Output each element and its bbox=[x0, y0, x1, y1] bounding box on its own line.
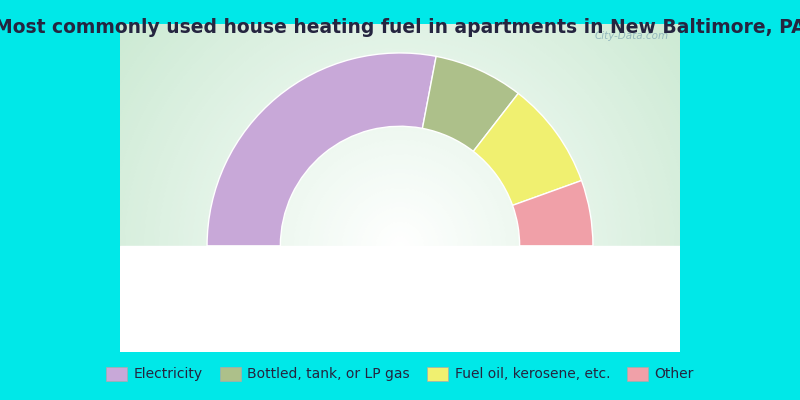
Circle shape bbox=[226, 72, 574, 400]
Circle shape bbox=[174, 19, 626, 400]
Circle shape bbox=[342, 188, 458, 304]
Circle shape bbox=[24, 0, 776, 400]
Circle shape bbox=[96, 0, 704, 400]
Circle shape bbox=[53, 0, 747, 400]
Circle shape bbox=[198, 43, 602, 400]
Circle shape bbox=[371, 217, 429, 275]
Circle shape bbox=[34, 0, 766, 400]
Circle shape bbox=[125, 0, 675, 400]
Circle shape bbox=[338, 183, 462, 308]
Circle shape bbox=[193, 38, 607, 400]
Circle shape bbox=[77, 0, 723, 400]
Circle shape bbox=[91, 0, 709, 400]
Circle shape bbox=[134, 0, 666, 400]
Wedge shape bbox=[513, 180, 593, 246]
Circle shape bbox=[395, 241, 405, 251]
Circle shape bbox=[289, 135, 511, 357]
Circle shape bbox=[86, 0, 714, 400]
Circle shape bbox=[303, 150, 497, 342]
Circle shape bbox=[106, 0, 694, 400]
Circle shape bbox=[390, 236, 410, 256]
Circle shape bbox=[82, 0, 718, 400]
Circle shape bbox=[323, 169, 477, 323]
Circle shape bbox=[139, 0, 661, 400]
Circle shape bbox=[347, 193, 453, 299]
Circle shape bbox=[62, 0, 738, 400]
Circle shape bbox=[212, 58, 588, 400]
Circle shape bbox=[67, 0, 733, 400]
Circle shape bbox=[169, 14, 631, 400]
Bar bbox=[120, 246, 680, 352]
Circle shape bbox=[284, 130, 516, 362]
Legend: Electricity, Bottled, tank, or LP gas, Fuel oil, kerosene, etc., Other: Electricity, Bottled, tank, or LP gas, F… bbox=[101, 361, 699, 387]
Circle shape bbox=[260, 106, 540, 386]
Wedge shape bbox=[422, 56, 518, 151]
Circle shape bbox=[274, 120, 526, 371]
Circle shape bbox=[164, 10, 636, 400]
Circle shape bbox=[14, 0, 786, 400]
Text: Most commonly used house heating fuel in apartments in New Baltimore, PA: Most commonly used house heating fuel in… bbox=[0, 18, 800, 37]
Circle shape bbox=[357, 202, 443, 289]
Circle shape bbox=[386, 232, 414, 260]
Circle shape bbox=[265, 111, 535, 381]
Circle shape bbox=[58, 0, 742, 400]
Circle shape bbox=[154, 0, 646, 400]
Circle shape bbox=[207, 53, 593, 400]
Circle shape bbox=[294, 140, 506, 352]
Circle shape bbox=[120, 0, 680, 400]
Circle shape bbox=[270, 116, 530, 376]
Circle shape bbox=[376, 222, 424, 270]
Circle shape bbox=[19, 0, 781, 400]
Circle shape bbox=[381, 226, 419, 265]
Circle shape bbox=[110, 0, 690, 400]
Circle shape bbox=[159, 5, 641, 400]
Circle shape bbox=[43, 0, 757, 400]
Circle shape bbox=[29, 0, 771, 400]
Circle shape bbox=[72, 0, 728, 400]
Circle shape bbox=[222, 68, 578, 400]
Circle shape bbox=[144, 0, 656, 400]
Circle shape bbox=[202, 48, 598, 400]
Circle shape bbox=[217, 62, 583, 400]
Circle shape bbox=[101, 0, 699, 400]
Circle shape bbox=[298, 144, 502, 347]
Circle shape bbox=[308, 154, 492, 338]
Circle shape bbox=[236, 82, 564, 400]
Circle shape bbox=[241, 87, 559, 400]
Text: City-Data.com: City-Data.com bbox=[594, 30, 669, 40]
Circle shape bbox=[352, 198, 448, 294]
Circle shape bbox=[313, 159, 487, 333]
Circle shape bbox=[250, 96, 550, 396]
Circle shape bbox=[48, 0, 752, 400]
Circle shape bbox=[130, 0, 670, 400]
Circle shape bbox=[333, 178, 467, 314]
Circle shape bbox=[38, 0, 762, 400]
Circle shape bbox=[255, 101, 545, 390]
Circle shape bbox=[178, 24, 622, 400]
Circle shape bbox=[328, 174, 472, 318]
Circle shape bbox=[246, 92, 554, 400]
Circle shape bbox=[115, 0, 685, 400]
Circle shape bbox=[231, 77, 569, 400]
Wedge shape bbox=[474, 94, 582, 205]
Circle shape bbox=[279, 125, 521, 366]
Circle shape bbox=[318, 164, 482, 328]
Wedge shape bbox=[207, 53, 436, 246]
Circle shape bbox=[188, 34, 612, 400]
Circle shape bbox=[183, 29, 617, 400]
Circle shape bbox=[149, 0, 651, 400]
Circle shape bbox=[362, 207, 438, 284]
Circle shape bbox=[366, 212, 434, 280]
